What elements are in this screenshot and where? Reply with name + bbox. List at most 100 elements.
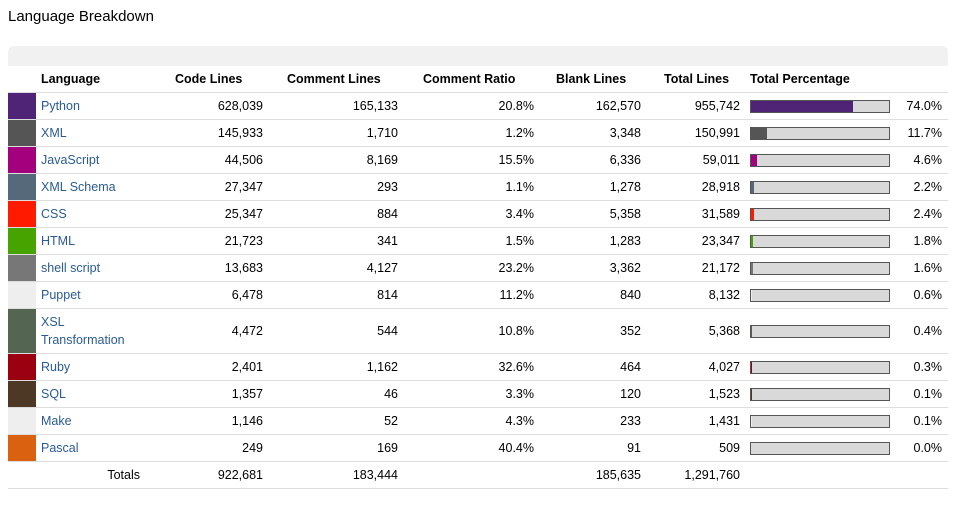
table-row: HTML 21,723 341 1.5% 1,283 23,347 1.8% [8, 227, 948, 255]
blank-lines-cell: 5,358 [534, 200, 641, 228]
language-name-cell: shell script [36, 254, 146, 282]
language-name-cell: Python [36, 92, 146, 120]
language-link[interactable]: XSL Transformation [41, 313, 146, 349]
header-comment-ratio: Comment Ratio [398, 66, 534, 93]
percentage-bar-fill [751, 290, 753, 302]
language-name-cell: HTML [36, 227, 146, 255]
language-color-swatch [8, 381, 36, 407]
table-row: Ruby 2,401 1,162 32.6% 464 4,027 0.3% [8, 353, 948, 381]
header-code-lines: Code Lines [146, 66, 263, 93]
percentage-text-cell: 2.2% [898, 173, 948, 201]
language-link[interactable]: Puppet [41, 288, 81, 302]
total-lines-cell: 955,742 [641, 92, 740, 120]
blank-lines-cell: 162,570 [534, 92, 641, 120]
percentage-bar-cell [740, 227, 898, 255]
language-color-swatch [8, 228, 36, 254]
comment-lines-cell: 8,169 [263, 146, 398, 174]
percentage-bar-track [750, 208, 890, 222]
percentage-bar-fill [751, 128, 768, 140]
language-color-swatch-cell [8, 146, 36, 174]
language-link[interactable]: Python [41, 99, 80, 113]
percentage-bar-cell [740, 353, 898, 381]
language-name-cell: Pascal [36, 434, 146, 462]
language-color-swatch [8, 435, 36, 461]
blank-lines-cell: 120 [534, 380, 641, 408]
total-lines-cell: 1,523 [641, 380, 740, 408]
table-row: SQL 1,357 46 3.3% 120 1,523 0.1% [8, 380, 948, 408]
language-color-swatch [8, 408, 36, 434]
header-swatch [8, 66, 36, 93]
code-lines-cell: 145,933 [146, 119, 263, 147]
totals-bar-empty [740, 461, 898, 489]
language-link[interactable]: JavaScript [41, 153, 100, 167]
percentage-bar-track [750, 442, 890, 456]
percentage-bar-cell [740, 434, 898, 462]
percentage-text-cell: 1.8% [898, 227, 948, 255]
percentage-text-cell: 0.1% [898, 407, 948, 435]
language-color-swatch [8, 282, 36, 308]
language-link[interactable]: Pascal [41, 441, 79, 455]
percentage-bar-cell [740, 92, 898, 120]
code-lines-cell: 21,723 [146, 227, 263, 255]
total-lines-cell: 21,172 [641, 254, 740, 282]
table-row: Puppet 6,478 814 11.2% 840 8,132 0.6% [8, 281, 948, 309]
totals-pct-empty [898, 461, 948, 489]
table-row: JavaScript 44,506 8,169 15.5% 6,336 59,011 4.6… [8, 146, 948, 174]
language-link[interactable]: XML [41, 126, 67, 140]
table-row: XSL Transformation 4,472 544 10.8% 352 5,368 0.… [8, 308, 948, 354]
total-lines-cell: 509 [641, 434, 740, 462]
language-color-swatch-cell [8, 92, 36, 120]
comment-ratio-cell: 32.6% [398, 353, 534, 381]
total-lines-cell: 150,991 [641, 119, 740, 147]
blank-lines-cell: 1,278 [534, 173, 641, 201]
totals-row: Totals 922,681 183,444 185,635 1,291,760 [8, 461, 948, 489]
table-header-row: Language Code Lines Comment Lines Commen… [8, 66, 948, 93]
comment-lines-cell: 169 [263, 434, 398, 462]
percentage-bar-fill [751, 263, 754, 275]
comment-lines-cell: 544 [263, 308, 398, 354]
language-link[interactable]: Make [41, 414, 72, 428]
totals-total-lines: 1,291,760 [641, 461, 740, 489]
code-lines-cell: 2,401 [146, 353, 263, 381]
percentage-bar-cell [740, 380, 898, 408]
code-lines-cell: 628,039 [146, 92, 263, 120]
language-name-cell: Puppet [36, 281, 146, 309]
percentage-text-cell: 0.4% [898, 308, 948, 354]
percentage-bar-cell [740, 407, 898, 435]
language-color-swatch-cell [8, 227, 36, 255]
language-link[interactable]: XML Schema [41, 180, 116, 194]
percentage-text-cell: 0.1% [898, 380, 948, 408]
percentage-bar-cell [740, 308, 898, 354]
header-total-lines: Total Lines [641, 66, 740, 93]
comment-ratio-cell: 1.2% [398, 119, 534, 147]
comment-ratio-cell: 1.5% [398, 227, 534, 255]
percentage-bar-cell [740, 146, 898, 174]
language-name-cell: XML [36, 119, 146, 147]
language-link[interactable]: shell script [41, 261, 101, 275]
language-link[interactable]: CSS [41, 207, 67, 221]
language-name-cell: XML Schema [36, 173, 146, 201]
totals-comment-ratio [398, 461, 534, 489]
comment-ratio-cell: 3.4% [398, 200, 534, 228]
language-name-line: Transformation [41, 333, 125, 347]
language-link[interactable]: Ruby [41, 360, 71, 374]
code-lines-cell: 44,506 [146, 146, 263, 174]
percentage-bar-track [750, 235, 890, 249]
comment-lines-cell: 1,162 [263, 353, 398, 381]
percentage-bar-fill [751, 362, 753, 374]
comment-ratio-cell: 15.5% [398, 146, 534, 174]
percentage-bar-fill [751, 155, 758, 167]
language-name-cell: JavaScript [36, 146, 146, 174]
header-language: Language [36, 66, 146, 93]
header-blank-lines: Blank Lines [534, 66, 641, 93]
percentage-bar-fill [751, 416, 753, 428]
language-link[interactable]: HTML [41, 234, 76, 248]
percentage-bar-cell [740, 281, 898, 309]
totals-label: Totals [36, 461, 146, 489]
language-color-swatch-cell [8, 281, 36, 309]
language-link[interactable]: SQL [41, 387, 67, 401]
blank-lines-cell: 91 [534, 434, 641, 462]
header-total-percentage: Total Percentage [740, 66, 948, 93]
language-color-swatch-cell [8, 353, 36, 381]
